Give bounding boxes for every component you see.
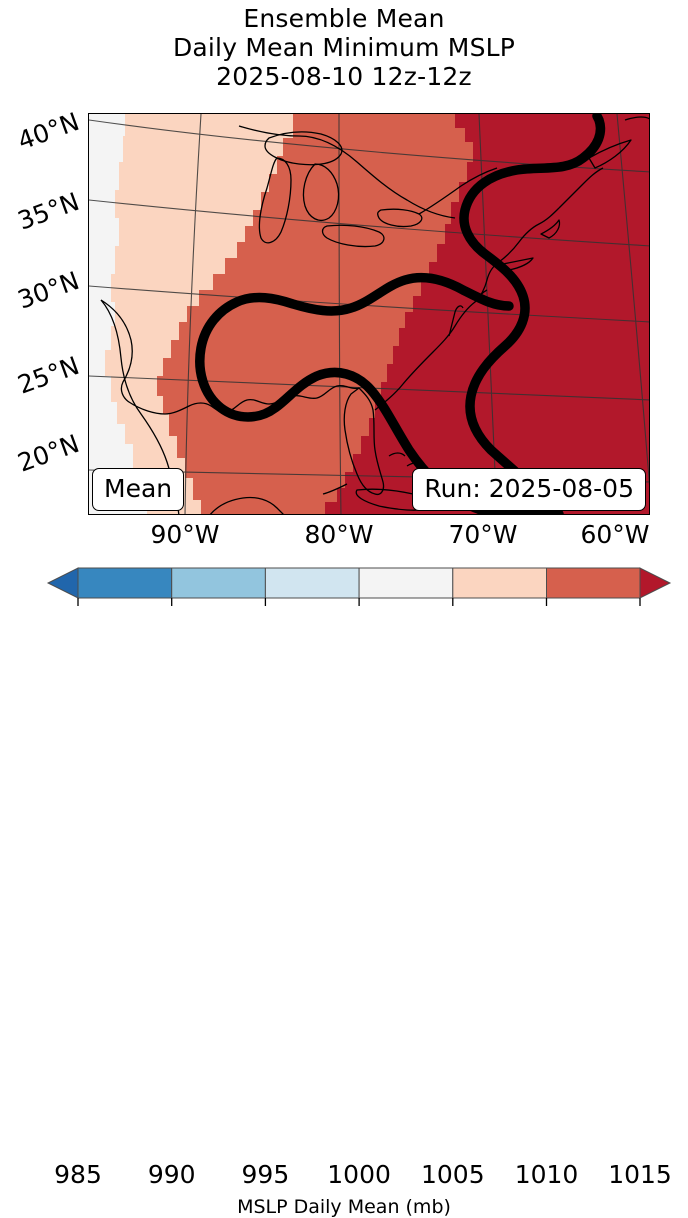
map-frame [88,113,650,515]
lat-label-35N: 35°N [13,186,83,236]
lake-erie [321,224,385,248]
run-label-box: Run: 2025-08-05 [412,468,646,511]
run-label-text: Run: 2025-08-05 [424,474,634,503]
highlight-contour-gulf-loop [195,272,564,514]
mean-label-box: Mean [92,468,185,511]
coastline-florida [343,387,385,496]
lake-ontario [377,208,423,228]
lake-superior [264,131,343,166]
lon-label-90W: 90°W [150,520,220,549]
coastline-yucatan [209,496,284,514]
lake-michigan [258,157,292,244]
colorbar [46,567,672,606]
contour-band-over-1015-notch [493,114,559,132]
gridline-lat-35 [89,199,649,247]
coastline-atlantic [374,207,560,411]
lon-label-60W: 60°W [580,520,650,549]
coastline-bahamas-3 [388,452,406,457]
colorbar-tick-985: 985 [54,1160,102,1189]
coastline-maine [558,167,604,209]
title-line-1: Ensemble Mean [243,4,445,33]
colorbar-band-985-990 [77,567,173,599]
mean-label-text: Mean [104,474,173,503]
mslp-contour-map [89,114,649,514]
border-us-canada [238,125,456,219]
title-line-2: Daily Mean Minimum MSLP [172,33,516,62]
colorbar-ticks [77,598,641,606]
contour-fill-layer [89,114,649,514]
title-line-3: 2025-08-10 12z-12z [216,62,472,91]
lat-label-30N: 30°N [13,265,83,315]
highlight-contour-layer [195,114,606,514]
coastline-nova-scotia [588,139,632,169]
coastline-long-island [502,257,534,271]
colorbar-panel: 985 990 995 1000 1005 1010 1015 MSLP Dai… [0,560,688,1218]
lon-label-70W: 70°W [448,520,518,549]
colorbar-tick-1015: 1015 [608,1160,672,1189]
colorbar-over-arrow [639,567,672,599]
coastline-newfoundland [624,116,649,121]
lat-label-40N: 40°N [13,106,83,156]
colorbar-tick-990: 990 [147,1160,196,1189]
lon-label-80W: 80°W [304,520,374,549]
map-panel: Mean Run: 2025-08-05 [88,113,650,515]
page-title: Ensemble Mean Daily Mean Minimum MSLP 20… [0,4,688,91]
river-st-lawrence [418,167,498,215]
colorbar-title: MSLP Daily Mean (mb) [237,1196,451,1218]
gridline-lon-60 [616,114,649,486]
lat-label-25N: 25°N [13,350,83,400]
colorbar-band-1005-1010 [452,567,547,599]
contour-band-over-1015 [325,114,649,514]
colorbar-bands [46,567,672,599]
colorbar-band-990-995 [171,567,266,599]
colorbar-band-995-1000 [264,567,360,599]
colorbar-band-1000-1005 [358,567,454,599]
gridline-lon-90 [184,114,202,514]
lat-label-20N: 20°N [13,428,83,478]
lake-huron [302,163,340,221]
colorbar-band-1010-1015 [546,567,641,599]
gridline-lat-30 [89,285,649,323]
coastline-chesapeake [448,305,464,337]
coastline-cape-cod [540,219,561,239]
colorbar-tick-labels: 985 990 995 1000 1005 1010 1015 [0,560,688,1189]
coastline-florida-keys [322,483,348,495]
